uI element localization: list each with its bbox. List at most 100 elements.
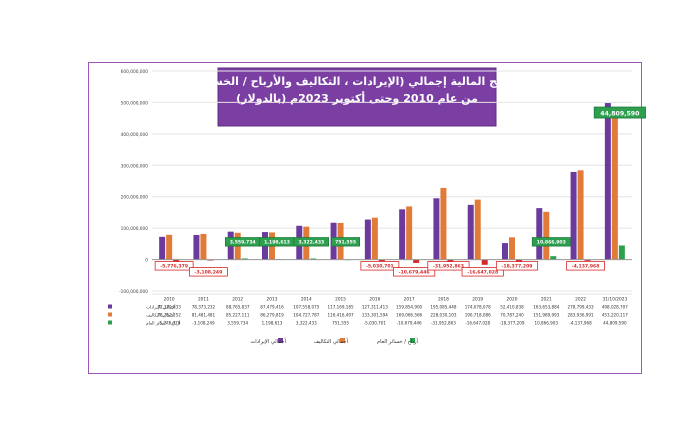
data-label-box bbox=[331, 237, 361, 247]
table-series-name: أجمالي الإيرادات bbox=[146, 304, 175, 311]
table-cell: 751,555 bbox=[332, 321, 349, 326]
bar bbox=[577, 170, 584, 260]
x-tick-label: 2022 bbox=[575, 297, 586, 303]
table-cell: -18,377,209 bbox=[500, 321, 525, 326]
table-cell: 85,227,111 bbox=[226, 313, 250, 318]
data-label: 10,866,903 bbox=[537, 240, 566, 246]
table-cell: 88,765,837 bbox=[226, 305, 250, 310]
legend-label: أجمالي الإيرادات bbox=[250, 337, 286, 345]
table-cell: 3,559,734 bbox=[227, 321, 248, 326]
bar bbox=[399, 209, 406, 260]
x-tick-label: 2011 bbox=[198, 297, 209, 303]
table-cell: 78,373,232 bbox=[192, 305, 216, 310]
data-label: -16,647,028 bbox=[467, 270, 498, 276]
bar bbox=[509, 237, 515, 260]
data-label-box bbox=[495, 261, 539, 271]
data-label: -10,679,446 bbox=[399, 270, 430, 276]
axis: 600,000,000 500,000,000 400,000,000 300,000… bbox=[119, 69, 632, 295]
data-label-box bbox=[593, 106, 646, 119]
data-label-box bbox=[154, 261, 194, 271]
data-label-box bbox=[360, 261, 400, 271]
table-cell: 116,416,497 bbox=[328, 313, 354, 318]
bar bbox=[550, 256, 557, 260]
data-label-box bbox=[393, 267, 436, 277]
data-label: -5,030,701 bbox=[366, 264, 394, 270]
bar bbox=[433, 198, 440, 260]
table-series-name: أجمالي التكاليف bbox=[146, 312, 174, 319]
table-cell: 10,866,903 bbox=[535, 321, 559, 326]
legend-swatch bbox=[340, 338, 345, 343]
table-cell: 498,028,707 bbox=[602, 305, 628, 310]
bar bbox=[200, 233, 207, 260]
table-cell: 283,936,991 bbox=[568, 313, 594, 318]
table-cell: -4,137,968 bbox=[569, 321, 592, 326]
table-cell: 117,169,185 bbox=[328, 305, 354, 310]
x-tick-label: 2016 bbox=[369, 297, 380, 303]
table-cell: 107,558,075 bbox=[293, 305, 319, 310]
table-cell: 1,198,613 bbox=[262, 321, 283, 326]
data-label-box bbox=[189, 267, 228, 277]
bar bbox=[536, 208, 543, 260]
data-label-box bbox=[566, 261, 605, 271]
data-label: -31,952,863 bbox=[433, 264, 464, 270]
x-tick-label: 2019 bbox=[472, 297, 483, 303]
data-label-box bbox=[427, 261, 470, 271]
table-cell: 78,752,252 bbox=[157, 313, 181, 318]
chart-subtitle: من عام 2010 وحتى أكتوبر 2023م (بالدولار) bbox=[236, 91, 478, 105]
table-cell: -16,647,028 bbox=[465, 321, 490, 326]
bar bbox=[159, 236, 166, 260]
data-table: 2010 2011 2012 2013 2014 2015 2016 2017 2018 2019… bbox=[108, 293, 632, 327]
table-cell: -5,776,379 bbox=[158, 321, 181, 326]
y-tick-label: 500,000,000 bbox=[121, 100, 149, 106]
legend-swatch bbox=[410, 338, 415, 343]
table-cell: 86,279,819 bbox=[260, 313, 284, 318]
table-series-swatch bbox=[108, 312, 112, 317]
table-cell: 190,718,086 bbox=[465, 313, 491, 318]
x-tick-label: 2013 bbox=[267, 297, 278, 303]
data-labels: -5,776,379 -3,108,249 3,559,734 1,198,613 3,… bbox=[154, 106, 646, 277]
bar bbox=[378, 259, 385, 262]
bar bbox=[481, 259, 488, 265]
table-cell: 3,322,433 bbox=[296, 321, 317, 326]
data-label: 44,809,590 bbox=[600, 111, 640, 118]
table-cell: 151,989,993 bbox=[533, 313, 559, 318]
bar bbox=[611, 117, 618, 260]
bar bbox=[364, 219, 371, 260]
bar bbox=[584, 259, 591, 261]
bar bbox=[406, 206, 413, 260]
bar bbox=[474, 199, 481, 260]
table-cell: 104,727,787 bbox=[293, 313, 319, 318]
table-cell: -5,030,701 bbox=[364, 321, 387, 326]
legend-swatch bbox=[278, 338, 283, 343]
x-tick-label: 2017 bbox=[404, 297, 415, 303]
x-tick-label: 2018 bbox=[438, 297, 449, 303]
table-cell: -31,952,863 bbox=[431, 321, 456, 326]
y-tick-label: 300,000,000 bbox=[121, 163, 149, 169]
x-tick-label: 2012 bbox=[232, 297, 243, 303]
table-cell: 52,410,838 bbox=[500, 305, 524, 310]
x-tick-label: 2010 bbox=[164, 297, 175, 303]
data-label-box bbox=[531, 237, 571, 247]
table-cell: 228,030,103 bbox=[430, 313, 456, 318]
bar bbox=[241, 258, 248, 260]
legend-label: أجمالي التكاليف bbox=[314, 337, 349, 345]
table-cell: 159,854,900 bbox=[396, 305, 422, 310]
table-cell: 127,311,413 bbox=[362, 305, 388, 310]
bar bbox=[604, 103, 611, 260]
x-tick-label: 2021 bbox=[541, 297, 552, 303]
table-cell: -3,108,249 bbox=[192, 321, 215, 326]
bar bbox=[570, 171, 577, 260]
data-label-box bbox=[293, 237, 330, 247]
data-label: 1,198,613 bbox=[264, 240, 290, 246]
data-label: 3,559,734 bbox=[230, 240, 256, 246]
table-series-swatch bbox=[108, 304, 112, 309]
bar bbox=[618, 245, 625, 260]
data-label-box bbox=[461, 267, 504, 277]
legend-label: أرباح / خسائر العام bbox=[377, 337, 419, 345]
bar bbox=[371, 217, 378, 260]
title-box bbox=[217, 67, 497, 127]
data-label: -5,776,379 bbox=[160, 264, 188, 270]
table-series-name: أرباح / خسائر العام bbox=[146, 320, 180, 327]
data-label: -4,137,968 bbox=[572, 264, 600, 270]
